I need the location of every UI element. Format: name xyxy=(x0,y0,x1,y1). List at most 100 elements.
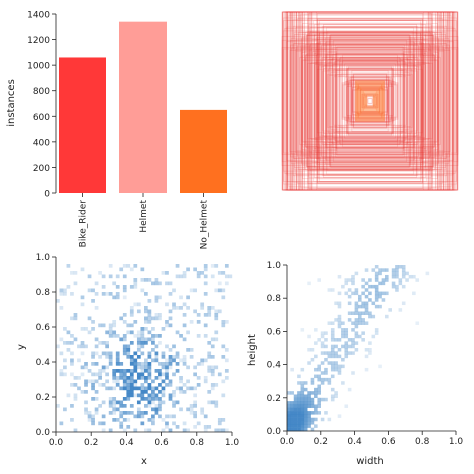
box-outline xyxy=(323,24,417,178)
xy-heatmap-cell xyxy=(203,334,208,338)
xy-heatmap-cell xyxy=(182,337,187,342)
xy-heatmap-cell xyxy=(80,351,85,356)
xy-heatmap-cell xyxy=(158,400,162,405)
xy-heatmap-cell xyxy=(112,320,117,324)
xy-heatmap-cell xyxy=(158,341,162,345)
wh-heatmap-cell xyxy=(317,338,321,342)
xy-heatmap-cell xyxy=(147,428,152,433)
xy-heatmap-cell xyxy=(217,372,222,377)
xy-heatmap-cell xyxy=(186,407,190,412)
xy-heatmap-cell xyxy=(129,369,134,373)
xy-heatmap-cell xyxy=(129,330,134,335)
xy-heatmap-cell xyxy=(126,369,131,373)
xy-heatmap-cell xyxy=(144,379,148,384)
box-outline xyxy=(347,67,393,135)
xy-heatmap-cell xyxy=(91,383,95,387)
xy-heatmap-cell xyxy=(207,306,212,310)
xy-heatmap-cell xyxy=(158,281,162,286)
xy-heatmap-cell xyxy=(165,320,169,324)
xy-heatmap-cell xyxy=(196,320,201,324)
xy-heatmap-cell xyxy=(158,383,162,387)
box-outline xyxy=(310,43,430,159)
wh-heatmap-cell xyxy=(337,371,342,375)
xy-heatmap-cell xyxy=(133,379,138,384)
wh-heatmap-cell xyxy=(361,311,365,315)
box-outline xyxy=(296,46,444,156)
wh-heatmap-cell xyxy=(314,354,318,359)
xy-heatmap-cell xyxy=(105,386,109,391)
xy-heatmap-cell xyxy=(161,379,166,384)
wh-heatmap-cell xyxy=(307,421,311,425)
xy-heatmap-cell xyxy=(154,397,159,401)
xy-heatmap-cell xyxy=(80,365,85,370)
wh-heatmap-cell xyxy=(391,284,396,289)
xy-heatmap-cell xyxy=(154,376,159,380)
xy-heatmap-cell xyxy=(122,379,127,384)
wh-heatmap-cell xyxy=(317,397,321,402)
xy-heatmap-cell xyxy=(224,358,229,363)
wh-heatmap-cell xyxy=(297,397,301,402)
xy-heatmap-cell xyxy=(115,295,120,300)
wh-heatmap-cell xyxy=(307,411,311,415)
xy-heatmap-cell xyxy=(154,334,159,338)
xy-heatmap-cell xyxy=(129,267,134,272)
xy-heatmap-cell xyxy=(91,386,95,391)
box-outline xyxy=(285,11,455,191)
xy-heatmap-cell xyxy=(154,351,159,356)
xy-heatmap-cell xyxy=(144,397,148,401)
box-outline xyxy=(305,57,435,145)
wh-heatmap-cell xyxy=(364,304,369,309)
xy-heatmap-cell xyxy=(203,292,208,296)
xy-heatmap-cell xyxy=(144,404,148,408)
wh-heatmap-cell xyxy=(300,411,305,415)
wh-heatmap-cell xyxy=(287,407,291,412)
xy-heatmap-cell xyxy=(119,372,124,377)
box-outline xyxy=(346,68,394,134)
wh-heatmap-cell xyxy=(374,271,379,276)
wh-heatmap-cell xyxy=(354,321,359,325)
xy-heatmap-cell xyxy=(94,411,99,415)
wh-heatmap-cell xyxy=(300,394,305,398)
box-outline xyxy=(339,64,401,138)
xy-heatmap-cell xyxy=(91,355,95,359)
wh-heatmap-cell xyxy=(378,364,382,369)
xy-heatmap-cell xyxy=(73,376,78,380)
wh-heatmap-cell xyxy=(293,421,298,425)
wh-heatmap-cell xyxy=(354,301,359,306)
xy-heatmap-cell xyxy=(154,358,159,363)
wh-heatmap-cell xyxy=(307,361,311,365)
wh-heatmap-cell xyxy=(300,407,305,412)
box-outline xyxy=(293,11,447,191)
xy-heatmap-cell xyxy=(175,306,180,310)
wh-heatmap-cell xyxy=(351,274,355,279)
xy-heatmap-cell xyxy=(108,274,113,279)
wh-heatmap-cell xyxy=(310,381,315,385)
wh-heatmap-cell xyxy=(374,278,379,282)
box-outline xyxy=(286,26,454,176)
xy-heatmap-cell xyxy=(144,362,148,366)
xy-heatmap-cell xyxy=(140,393,145,398)
xy-heatmap-cell xyxy=(224,348,229,352)
xy-heatmap-cell xyxy=(165,281,169,286)
wh-heatmap-cell xyxy=(293,407,298,412)
wh-heatmap-cell xyxy=(320,381,325,385)
xy-heatmap-cell xyxy=(207,400,212,405)
wh-heatmap-cell xyxy=(290,414,294,418)
xy-heatmap-cell xyxy=(112,330,117,335)
xy-heatmap-cell xyxy=(175,351,180,356)
wh-heatmap-cell xyxy=(300,381,305,385)
box-outline xyxy=(302,11,438,191)
xy-heatmap-cell xyxy=(136,330,141,335)
xy-heatmap-cell xyxy=(151,337,155,342)
box-outline xyxy=(332,40,408,162)
xy-heatmap-cell xyxy=(217,418,222,422)
xy-heatmap-cell xyxy=(133,393,138,398)
wh-heatmap-cell xyxy=(330,351,335,355)
bar-y-tick-label: 600 xyxy=(33,113,50,123)
wh-heatmap-cell xyxy=(337,304,342,309)
bar-y-tick-label: 1200 xyxy=(27,36,50,46)
wh-heatmap-cell xyxy=(303,394,308,398)
wh-heatmap-cell xyxy=(341,357,345,362)
xy-heatmap-cell xyxy=(129,362,134,366)
box-outline xyxy=(317,44,423,158)
